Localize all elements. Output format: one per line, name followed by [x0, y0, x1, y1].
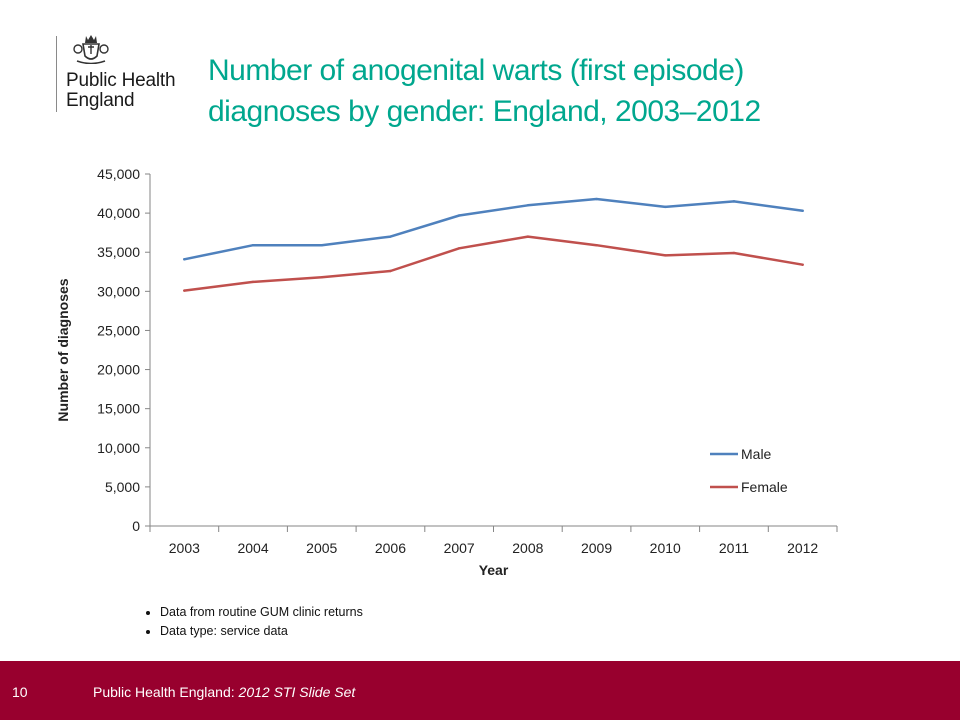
series-line-male — [183, 197, 804, 261]
data-point-female — [251, 280, 255, 284]
data-point-male — [526, 204, 530, 207]
data-point-female — [457, 247, 461, 250]
logo-line-2: England — [66, 90, 135, 111]
data-point-female — [320, 276, 323, 279]
x-axis-label: Year — [479, 562, 509, 578]
legend-label: Female — [741, 479, 788, 495]
notes-list: Data from routine GUM clinic returns Dat… — [140, 603, 363, 641]
data-point-male — [664, 205, 667, 209]
footer-bar: 10 Public Health England: 2012 STI Slide… — [0, 661, 960, 720]
data-point-male — [732, 200, 736, 203]
data-point-male — [595, 197, 598, 201]
data-point-female — [732, 251, 736, 255]
data-point-male — [251, 243, 255, 247]
x-tick-label: 2006 — [375, 540, 406, 556]
data-point-female — [595, 243, 598, 247]
logo-wordmark: Public Health England — [66, 70, 176, 111]
y-tick-label: 40,000 — [97, 205, 140, 221]
footer-source-prefix: Public Health England: — [93, 684, 239, 700]
data-point-male — [320, 243, 323, 247]
y-axis-label: Number of diagnoses — [55, 278, 71, 421]
data-point-female — [801, 263, 804, 266]
y-tick-label: 25,000 — [97, 322, 140, 338]
x-tick-label: 2012 — [787, 540, 818, 556]
y-tick-label: 10,000 — [97, 440, 140, 456]
footer-source-title: 2012 STI Slide Set — [238, 684, 356, 700]
chart-legend: Male Female — [710, 446, 788, 495]
data-point-female — [183, 289, 186, 292]
title-line-2: diagnoses by gender: England, 2003–2012 — [208, 95, 761, 128]
y-tick-label: 35,000 — [97, 244, 140, 260]
x-tick-label: 2004 — [237, 540, 268, 556]
y-tick-label: 15,000 — [97, 401, 140, 417]
x-tick-label: 2005 — [306, 540, 337, 556]
y-tick-label: 30,000 — [97, 283, 140, 299]
data-point-female — [526, 235, 530, 238]
note-item: Data type: service data — [140, 622, 363, 641]
y-tick-label: 20,000 — [97, 362, 140, 378]
chart-series — [183, 197, 804, 292]
slide-number: 10 — [12, 684, 28, 700]
y-tick-label: 0 — [132, 518, 140, 534]
x-tick-label: 2007 — [444, 540, 475, 556]
data-point-female — [664, 254, 667, 257]
phe-logo: Public Health England — [56, 32, 196, 124]
x-tick-label: 2009 — [581, 540, 612, 556]
x-tick-label: 2008 — [512, 540, 543, 556]
royal-crest-icon — [73, 35, 109, 64]
x-tick-label: 2003 — [169, 540, 200, 556]
footer-source: Public Health England: 2012 STI Slide Se… — [93, 684, 355, 700]
x-tick-label: 2011 — [719, 540, 749, 556]
y-tick-label: 45,000 — [97, 166, 140, 182]
data-point-male — [457, 214, 461, 217]
logo-divider — [56, 36, 57, 112]
data-point-female — [389, 269, 392, 273]
data-point-male — [183, 258, 186, 261]
x-tick-label: 2010 — [650, 540, 681, 556]
x-axis: 2003 2004 2005 2006 2007 2008 2009 2010 2011 2012 — [149, 525, 838, 556]
line-chart: 0 5,000 10,000 15,000 20,000 25,000 30,000 35,0… — [55, 166, 838, 578]
logo-line-1: Public Health — [66, 70, 176, 91]
y-axis: 0 5,000 10,000 15,000 20,000 25,000 30,000 35,0… — [97, 166, 151, 534]
y-tick-label: 5,000 — [105, 479, 140, 495]
data-point-male — [389, 235, 392, 238]
title-line-1: Number of anogenital warts (first episod… — [208, 54, 744, 87]
slide-title: Number of anogenital warts (first episod… — [208, 50, 928, 132]
data-point-male — [801, 209, 804, 212]
legend-label: Male — [741, 446, 772, 462]
note-item: Data from routine GUM clinic returns — [140, 603, 363, 622]
series-line-female — [183, 235, 804, 292]
